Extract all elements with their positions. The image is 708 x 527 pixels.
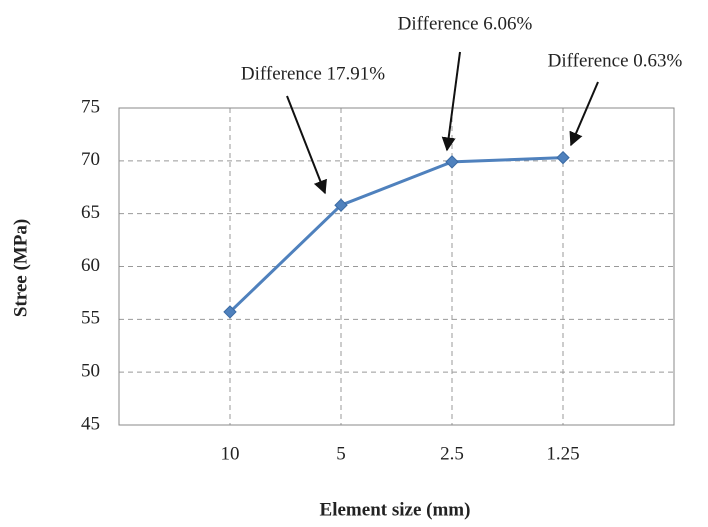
annotation: Difference 17.91% [241,63,385,84]
x-axis-title: Element size (mm) [320,499,471,520]
y-tick-label: 65 [81,202,100,223]
data-line [230,158,563,312]
y-tick-label: 60 [81,255,100,276]
x-tick-label: 10 [221,443,240,464]
chart: Element size (mm) Stree (MPa) 45 50 55 60 65… [0,0,708,527]
annotation-arrow [287,96,325,193]
y-tick-label: 55 [81,308,100,329]
y-tick-label: 75 [81,96,100,117]
y-axis-title: Stree (MPa) [10,219,31,317]
data-point [557,152,569,164]
data-point [446,156,458,168]
annotation: Difference 6.06% [398,13,533,34]
y-tick-label: 45 [81,413,100,434]
y-tick-label: 50 [81,361,100,382]
annotation-arrow [571,82,598,145]
x-tick-label: 2.5 [440,443,464,464]
x-tick-label: 1.25 [546,443,579,464]
y-tick-label: 70 [81,149,100,170]
annotation-arrow [447,52,460,150]
x-tick-label: 5 [336,443,346,464]
annotation: Difference 0.63% [548,50,683,71]
